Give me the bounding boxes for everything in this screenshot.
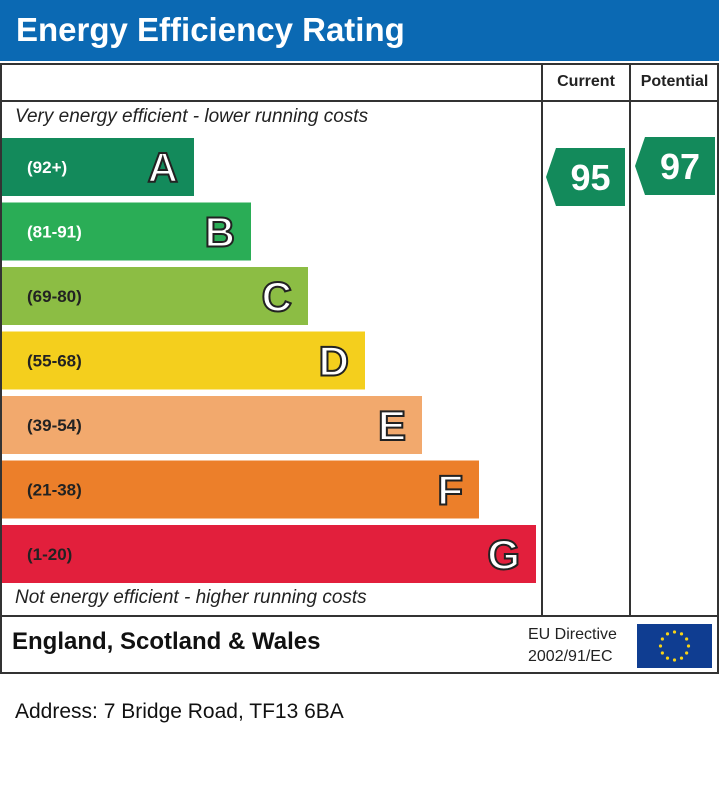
page-title: Energy Efficiency Rating (16, 11, 405, 48)
band-range-c: (69-80) (27, 287, 82, 306)
band-bar-g (2, 525, 536, 583)
eu-flag-icon (637, 624, 712, 668)
band-bar-a (2, 138, 194, 196)
eu-star-icon (685, 651, 689, 655)
band-bar-f (2, 460, 479, 519)
band-bar-e (2, 396, 422, 454)
address-line: Address: 7 Bridge Road, TF13 6BA (15, 700, 344, 723)
caption-inefficient: Not energy efficient - higher running co… (15, 587, 367, 608)
eu-star-icon (660, 651, 664, 655)
potential-rating-arrow (635, 137, 715, 195)
band-letter-a: A (148, 144, 178, 191)
rating-chart: (92+) A (81-91) B (69-80) C (55-68) D (39-54) E (2… (0, 63, 719, 674)
eu-star-icon (685, 637, 689, 641)
eu-star-icon (686, 644, 691, 648)
eu-star-icon (665, 632, 670, 636)
eu-star-icon (679, 656, 684, 660)
band-bar-d (2, 331, 365, 390)
band-range-e: (39-54) (27, 416, 82, 435)
band-letter-g: G (487, 531, 520, 578)
band-letter-d: D (319, 338, 349, 385)
band-letter-c: C (262, 273, 292, 320)
rating-chart-svg: (92+) A (81-91) B (69-80) C (55-68) D (39-54) E (2… (0, 63, 719, 674)
eu-star-icon (672, 630, 677, 634)
header-bar: Energy Efficiency Rating (0, 0, 719, 61)
eu-star-icon (672, 658, 677, 662)
eu-star-icon (665, 656, 670, 660)
column-header-current: Current (557, 73, 615, 90)
band-letter-b: B (205, 209, 235, 256)
band-bar-c (2, 267, 308, 325)
current-rating-arrow (546, 148, 625, 206)
eu-directive-number: 2002/91/EC (528, 648, 613, 665)
band-range-b: (81-91) (27, 223, 82, 242)
column-header-potential: Potential (640, 73, 709, 90)
country-label: England, Scotland & Wales (12, 628, 321, 655)
band-range-d: (55-68) (27, 352, 82, 371)
rating-indicators: 95 97 (546, 137, 715, 206)
eu-directive-label: EU Directive (528, 626, 617, 643)
band-bar-b (2, 202, 251, 261)
current-rating-value: 95 (570, 157, 610, 198)
band-letter-f: F (437, 467, 463, 514)
caption-efficient: Very energy efficient - lower running co… (15, 106, 369, 127)
band-letter-e: E (378, 402, 406, 449)
band-bars: (92+) A (81-91) B (69-80) C (55-68) D (39-54) E (2… (2, 138, 536, 583)
eu-star-icon (658, 644, 663, 648)
eu-star-icon (679, 632, 684, 636)
potential-rating-value: 97 (660, 146, 700, 187)
band-range-f: (21-38) (27, 481, 82, 500)
band-range-g: (1-20) (27, 545, 72, 564)
eu-stars (658, 630, 691, 662)
chart-frame-lines (0, 63, 719, 674)
band-range-a: (92+) (27, 158, 67, 177)
eu-star-icon (660, 637, 664, 641)
outer-border (0, 63, 719, 674)
